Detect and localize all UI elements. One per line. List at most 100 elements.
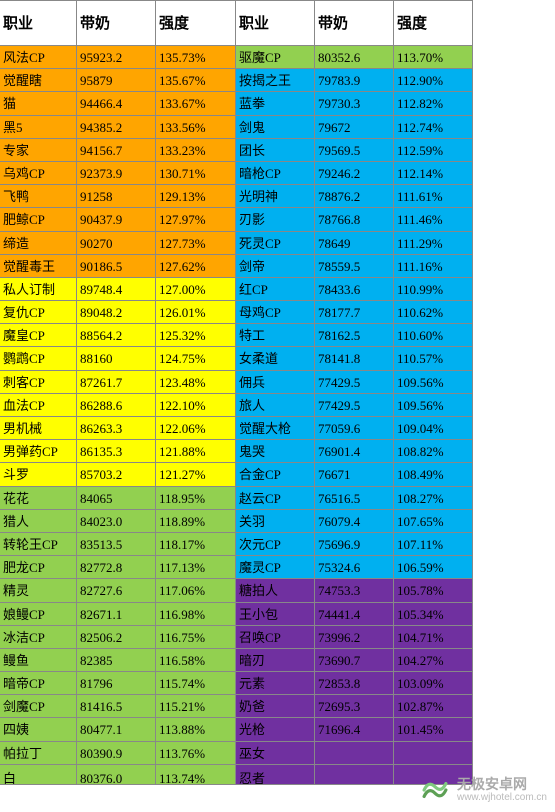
job-cell: 母鸡CP [236, 301, 315, 324]
job-cell: 刃影 [236, 208, 315, 231]
value-cell: 94385.2 [77, 116, 156, 139]
job-cell: 魔灵CP [236, 556, 315, 579]
value-cell: 79783.9 [315, 69, 394, 92]
job-cell: 白 [0, 765, 77, 785]
job-cell: 斗罗 [0, 463, 77, 486]
col-pct-right: 强度113.70%112.90%112.82%112.74%112.59%112… [394, 0, 473, 785]
job-cell: 专家 [0, 139, 77, 162]
job-cell: 元素 [236, 672, 315, 695]
job-cell: 糖拍人 [236, 579, 315, 602]
value-cell: 79730.3 [315, 92, 394, 115]
job-cell: 觉醒大枪 [236, 417, 315, 440]
percent-cell: 129.13% [156, 185, 236, 208]
job-cell: 按揭之王 [236, 69, 315, 92]
value-cell: 76901.4 [315, 440, 394, 463]
percent-cell: 107.65% [394, 510, 473, 533]
percent-cell: 135.67% [156, 69, 236, 92]
percent-cell: 121.88% [156, 440, 236, 463]
percent-cell: 115.74% [156, 672, 236, 695]
job-cell: 忍者 [236, 765, 315, 785]
percent-cell: 121.27% [156, 463, 236, 486]
percent-cell: 102.87% [394, 695, 473, 718]
value-cell: 78649 [315, 232, 394, 255]
job-cell: 男机械 [0, 417, 77, 440]
job-cell: 肥龙CP [0, 556, 77, 579]
job-cell: 男弹药CP [0, 440, 77, 463]
percent-cell: 135.73% [156, 46, 236, 69]
job-cell: 赵云CP [236, 487, 315, 510]
percent-cell: 111.29% [394, 232, 473, 255]
col-val-right: 带奶80352.679783.979730.37967279569.579246… [315, 0, 394, 785]
percent-cell: 109.56% [394, 371, 473, 394]
percent-cell: 105.78% [394, 579, 473, 602]
header-cell: 带奶 [77, 0, 156, 46]
job-cell: 女柔道 [236, 347, 315, 370]
job-cell: 剑帝 [236, 255, 315, 278]
percent-cell: 122.06% [156, 417, 236, 440]
percent-cell: 112.74% [394, 116, 473, 139]
job-cell: 血法CP [0, 394, 77, 417]
percent-cell: 126.01% [156, 301, 236, 324]
percent-cell: 118.89% [156, 510, 236, 533]
job-cell: 四姨 [0, 718, 77, 741]
job-cell: 鬼哭 [236, 440, 315, 463]
job-cell: 冰洁CP [0, 626, 77, 649]
value-cell: 82727.6 [77, 579, 156, 602]
percent-cell: 117.06% [156, 579, 236, 602]
job-cell: 缔造 [0, 232, 77, 255]
job-cell: 觉醒瞎 [0, 69, 77, 92]
value-cell: 78766.8 [315, 208, 394, 231]
job-cell: 光枪 [236, 718, 315, 741]
value-cell: 85703.2 [77, 463, 156, 486]
value-cell: 76516.5 [315, 487, 394, 510]
value-cell: 80390.9 [77, 742, 156, 765]
col-pct-left: 强度135.73%135.67%133.67%133.56%133.23%130… [156, 0, 236, 785]
value-cell: 81416.5 [77, 695, 156, 718]
percent-cell: 110.57% [394, 347, 473, 370]
percent-cell: 133.23% [156, 139, 236, 162]
header-cell: 职业 [236, 0, 315, 46]
job-cell: 剑鬼 [236, 116, 315, 139]
percent-cell: 107.11% [394, 533, 473, 556]
percent-cell: 112.59% [394, 139, 473, 162]
job-cell: 私人订制 [0, 278, 77, 301]
value-cell: 84023.0 [77, 510, 156, 533]
job-cell: 暗帝CP [0, 672, 77, 695]
value-cell: 83513.5 [77, 533, 156, 556]
job-cell: 暗刃 [236, 649, 315, 672]
job-cell: 特工 [236, 324, 315, 347]
col-job-left: 职业风法CP觉醒瞎猫黑5专家乌鸡CP飞鸭肥鲸CP缔造觉醒毒王私人订制复仇CP魔皇… [0, 0, 77, 785]
job-cell: 转轮王CP [0, 533, 77, 556]
value-cell: 94466.4 [77, 92, 156, 115]
value-cell [315, 742, 394, 765]
value-cell: 89048.2 [77, 301, 156, 324]
value-cell: 89748.4 [77, 278, 156, 301]
percent-cell: 108.49% [394, 463, 473, 486]
job-cell: 暗枪CP [236, 162, 315, 185]
value-cell: 95879 [77, 69, 156, 92]
job-cell: 召唤CP [236, 626, 315, 649]
percent-cell: 111.46% [394, 208, 473, 231]
percent-cell: 118.95% [156, 487, 236, 510]
value-cell: 73996.2 [315, 626, 394, 649]
value-cell: 79246.2 [315, 162, 394, 185]
percent-cell: 116.98% [156, 603, 236, 626]
value-cell: 81796 [77, 672, 156, 695]
percent-cell: 113.74% [156, 765, 236, 785]
job-cell: 巫女 [236, 742, 315, 765]
percent-cell: 130.71% [156, 162, 236, 185]
job-cell: 花花 [0, 487, 77, 510]
value-cell: 86288.6 [77, 394, 156, 417]
job-cell: 死灵CP [236, 232, 315, 255]
header-cell: 强度 [394, 0, 473, 46]
percent-cell: 111.61% [394, 185, 473, 208]
value-cell: 90270 [77, 232, 156, 255]
percent-cell: 112.82% [394, 92, 473, 115]
value-cell: 84065 [77, 487, 156, 510]
col-val-left: 带奶95923.29587994466.494385.294156.792373… [77, 0, 156, 785]
value-cell: 77429.5 [315, 371, 394, 394]
value-cell: 87261.7 [77, 371, 156, 394]
job-cell: 肥鲸CP [0, 208, 77, 231]
job-cell: 黑5 [0, 116, 77, 139]
job-cell: 次元CP [236, 533, 315, 556]
